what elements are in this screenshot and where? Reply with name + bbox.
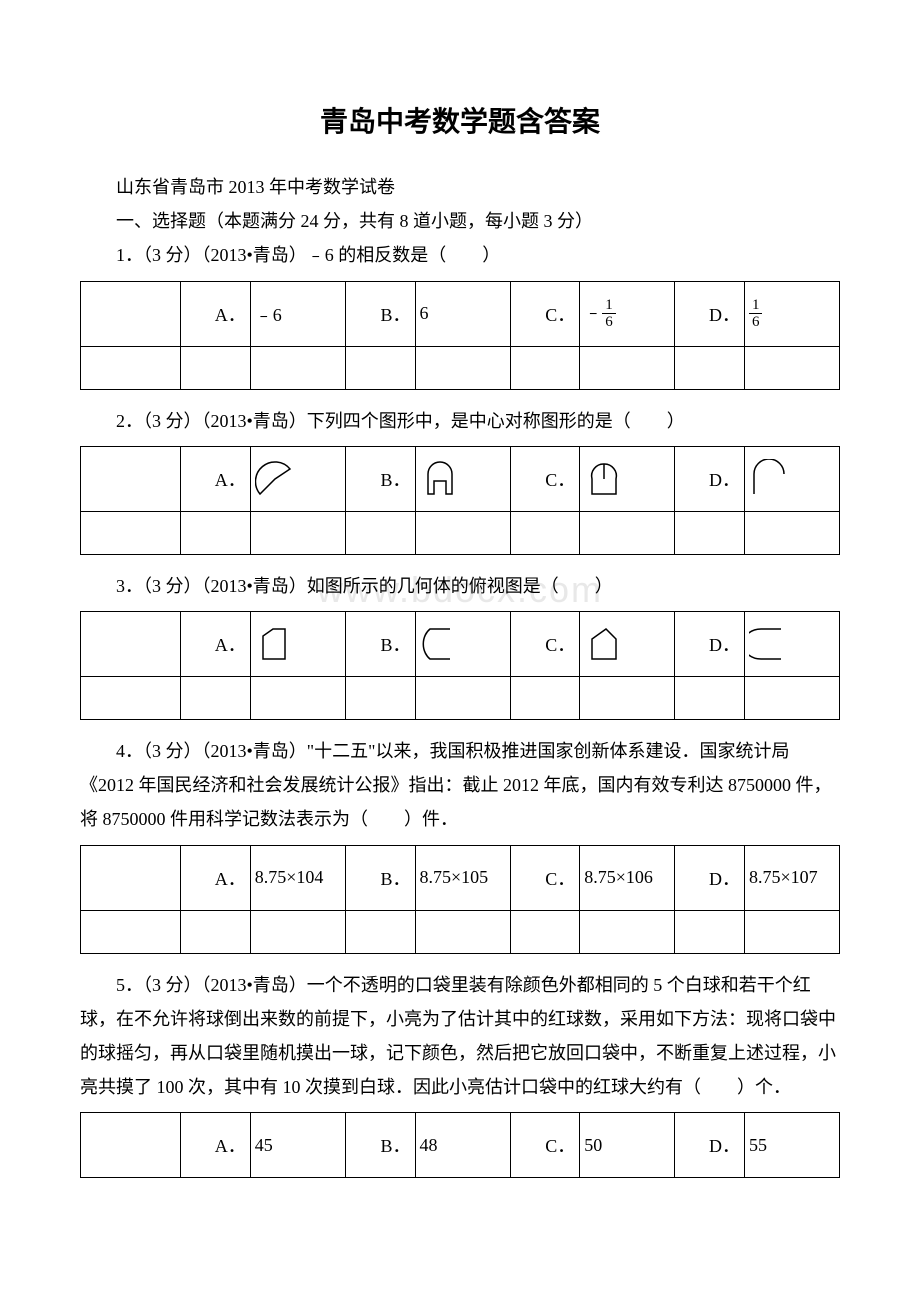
option-value: ﹣6 bbox=[250, 281, 345, 346]
option-value: ﹣16 bbox=[580, 281, 675, 346]
page-title: 青岛中考数学题含答案 bbox=[80, 100, 840, 140]
option-label: D． bbox=[675, 1113, 745, 1178]
option-value: 8.75×104 bbox=[250, 845, 345, 910]
option-value bbox=[415, 611, 510, 676]
option-value: 8.75×105 bbox=[415, 845, 510, 910]
shape-a-icon bbox=[255, 459, 295, 499]
view-a-icon bbox=[255, 624, 295, 664]
option-label: B． bbox=[345, 845, 415, 910]
option-value: 6 bbox=[415, 281, 510, 346]
option-value: 55 bbox=[744, 1113, 839, 1178]
option-value: 8.75×107 bbox=[744, 845, 839, 910]
q3-options-table: A． B． C． D． bbox=[80, 611, 840, 720]
option-value bbox=[250, 611, 345, 676]
q4-options-table: A． 8.75×104 B． 8.75×105 C． 8.75×106 D． 8… bbox=[80, 845, 840, 954]
option-label: D． bbox=[675, 845, 745, 910]
q5-stem: 5．（3 分）（2013•青岛）一个不透明的口袋里装有除颜色外都相同的 5 个白… bbox=[80, 968, 840, 1105]
option-value bbox=[580, 446, 675, 511]
q3-stem: 3．（3 分）（2013•青岛）如图所示的几何体的俯视图是（ ） bbox=[80, 569, 840, 603]
option-value: 45 bbox=[250, 1113, 345, 1178]
table-cell bbox=[81, 611, 181, 676]
table-cell bbox=[81, 446, 181, 511]
shape-d-icon bbox=[749, 459, 789, 499]
q1-stem: 1．（3 分）（2013•青岛）﹣6 的相反数是（ ） bbox=[80, 238, 840, 272]
option-label: A． bbox=[181, 845, 251, 910]
option-value bbox=[250, 446, 345, 511]
option-label: C． bbox=[510, 281, 580, 346]
option-label: B． bbox=[345, 281, 415, 346]
option-label: A． bbox=[181, 446, 251, 511]
option-value: 16 bbox=[744, 281, 839, 346]
option-label: A． bbox=[181, 611, 251, 676]
section-heading: 一、选择题（本题满分 24 分，共有 8 道小题，每小题 3 分） bbox=[80, 204, 840, 238]
option-label: B． bbox=[345, 1113, 415, 1178]
option-label: C． bbox=[510, 611, 580, 676]
option-value: 50 bbox=[580, 1113, 675, 1178]
option-label: B． bbox=[345, 611, 415, 676]
option-value bbox=[580, 611, 675, 676]
table-cell bbox=[81, 1113, 181, 1178]
option-label: D． bbox=[675, 611, 745, 676]
option-value: 48 bbox=[415, 1113, 510, 1178]
option-value bbox=[744, 611, 839, 676]
q5-options-table: A． 45 B． 48 C． 50 D． 55 bbox=[80, 1112, 840, 1178]
option-label: A． bbox=[181, 1113, 251, 1178]
option-label: B． bbox=[345, 446, 415, 511]
option-label: D． bbox=[675, 281, 745, 346]
shape-b-icon bbox=[420, 459, 460, 499]
option-value bbox=[415, 446, 510, 511]
view-c-icon bbox=[584, 624, 624, 664]
option-value: 8.75×106 bbox=[580, 845, 675, 910]
subtitle: 山东省青岛市 2013 年中考数学试卷 bbox=[80, 170, 840, 204]
option-label: C． bbox=[510, 1113, 580, 1178]
q1-options-table: A． ﹣6 B． 6 C． ﹣16 D． 16 bbox=[80, 281, 840, 390]
shape-c-icon bbox=[584, 459, 624, 499]
q2-stem: 2．（3 分）（2013•青岛）下列四个图形中，是中心对称图形的是（ ） bbox=[80, 404, 840, 438]
view-d-icon bbox=[749, 624, 789, 664]
q4-stem: 4．（3 分）（2013•青岛）"十二五"以来，我国积极推进国家创新体系建设．国… bbox=[80, 734, 840, 837]
table-cell bbox=[81, 281, 181, 346]
option-label: C． bbox=[510, 845, 580, 910]
option-label: D． bbox=[675, 446, 745, 511]
option-label: C． bbox=[510, 446, 580, 511]
table-cell bbox=[81, 845, 181, 910]
view-b-icon bbox=[420, 624, 460, 664]
option-label: A． bbox=[181, 281, 251, 346]
option-value bbox=[744, 446, 839, 511]
q2-options-table: A． B． C． D． bbox=[80, 446, 840, 555]
